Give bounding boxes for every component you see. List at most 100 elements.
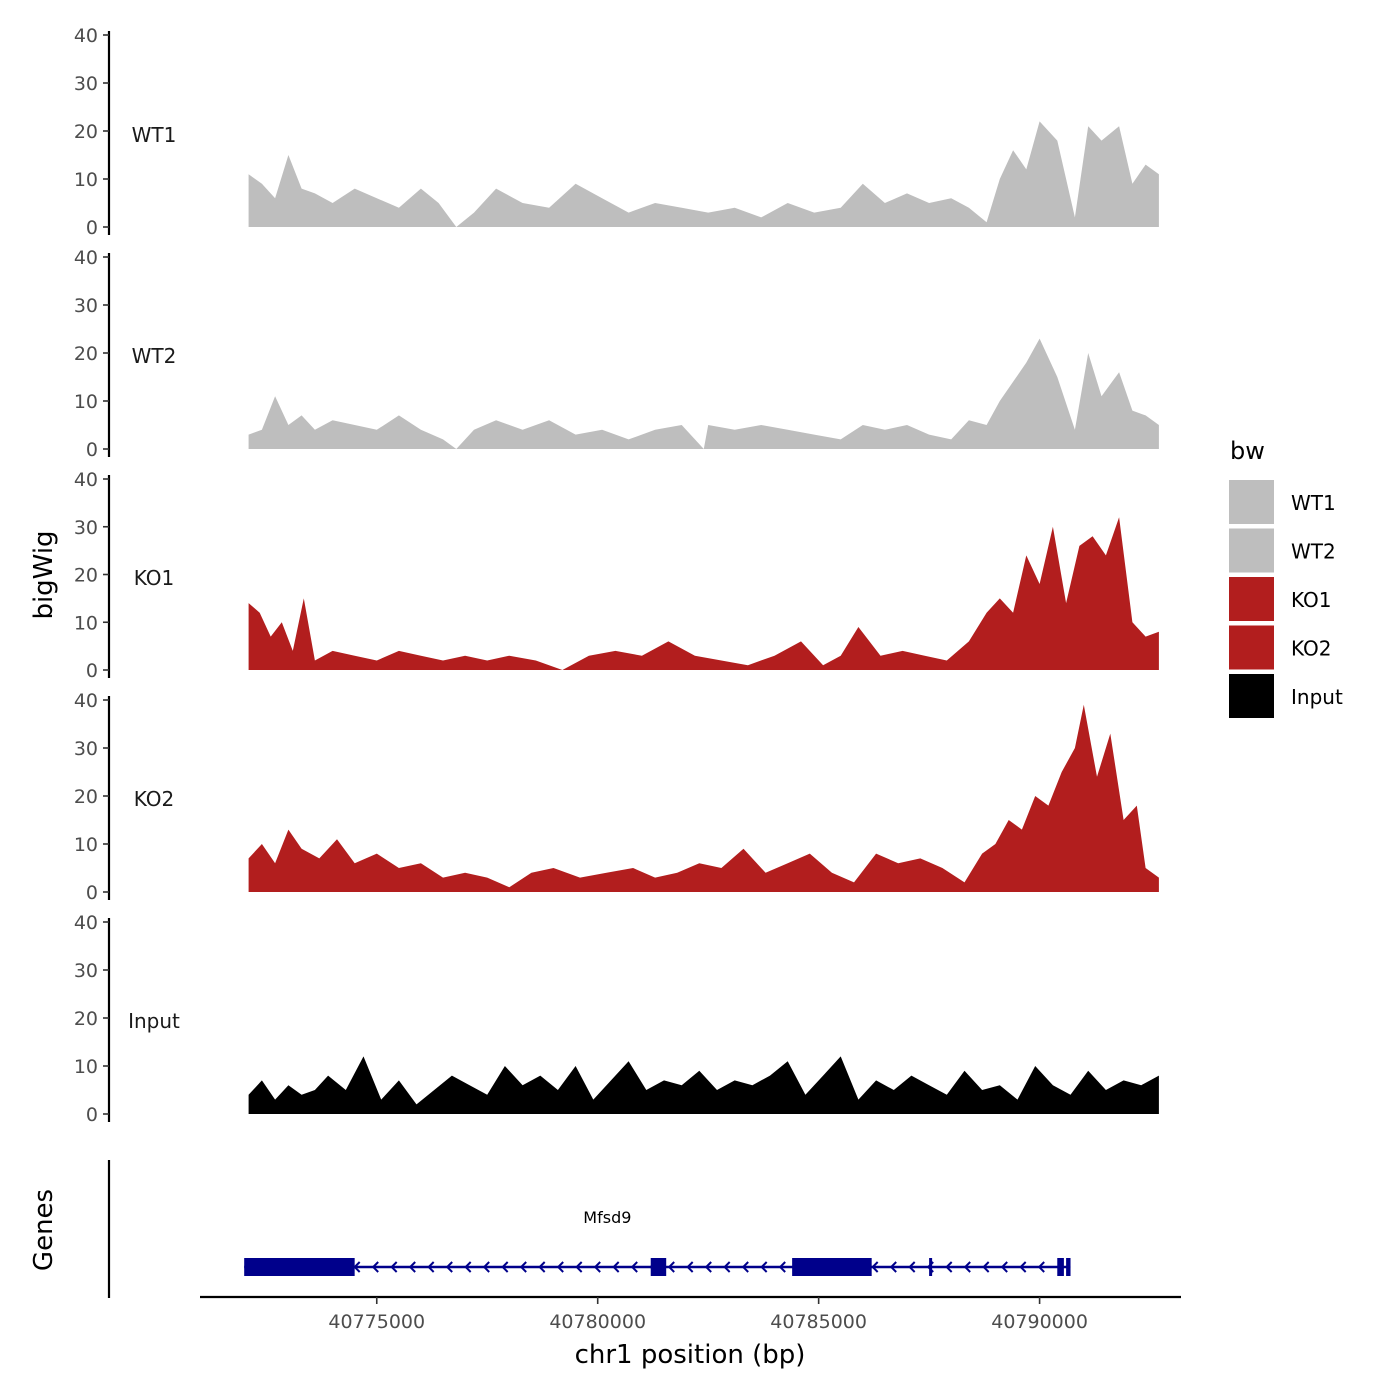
track-label: WT2	[132, 344, 177, 368]
legend-label: WT1	[1291, 491, 1336, 515]
strand-arrow	[445, 1261, 453, 1273]
y-tick-label: 30	[74, 295, 98, 317]
y-tick-label: 20	[74, 786, 98, 808]
legend-entry-input: Input	[1229, 674, 1343, 718]
legend: bw WT1 WT2 KO1 KO2 Input	[1229, 437, 1343, 718]
gene-exon	[1057, 1258, 1064, 1276]
y-tick-label: 0	[86, 439, 98, 461]
legend-swatch	[1229, 480, 1274, 524]
y-tick-label: 10	[74, 612, 98, 634]
y-tick-label: 40	[74, 912, 98, 934]
y-tick-label: 10	[74, 1056, 98, 1078]
track-ko2: 0 10 20 30 40 KO2	[74, 690, 1159, 904]
genes-axis-title: Genes	[29, 1189, 59, 1271]
track-label: KO2	[134, 787, 175, 811]
series-area-ko2	[248, 704, 1159, 892]
legend-label: Input	[1291, 685, 1343, 709]
legend-entries: WT1 WT2 KO1 KO2 Input	[1229, 480, 1343, 718]
y-tick-label: 0	[86, 882, 98, 904]
y-tick-label: 20	[74, 565, 98, 587]
y-tick-label: 10	[74, 169, 98, 191]
y-tick-label: 10	[74, 834, 98, 856]
x-axis-title: chr1 position (bp)	[575, 1340, 806, 1370]
strand-arrow	[501, 1261, 509, 1273]
gene-mfsd9: Mfsd9	[244, 1208, 1071, 1276]
strand-arrow	[908, 1261, 916, 1273]
y-tick-label: 20	[74, 343, 98, 365]
strand-arrow	[723, 1261, 731, 1273]
legend-entry-ko1: KO1	[1229, 577, 1332, 621]
strand-arrow	[686, 1261, 694, 1273]
y-tick-label: 30	[74, 73, 98, 95]
strand-arrow	[871, 1261, 879, 1273]
legend-label: WT2	[1291, 540, 1336, 564]
strand-arrow	[575, 1261, 583, 1273]
strand-arrow	[704, 1261, 712, 1273]
track-ko1: 0 10 20 30 40 KO1	[74, 469, 1159, 682]
y-tick-label: 40	[74, 25, 98, 47]
y-tick-label: 40	[74, 469, 98, 491]
y-tick-label: 0	[86, 660, 98, 682]
x-tick-label: 40790000	[991, 1311, 1088, 1333]
legend-swatch	[1229, 577, 1274, 621]
track-label: Input	[128, 1009, 180, 1033]
series-area-input	[248, 1056, 1159, 1114]
y-tick-label: 30	[74, 960, 98, 982]
strand-arrow	[593, 1261, 601, 1273]
strand-arrow	[408, 1261, 416, 1273]
strand-arrow	[556, 1261, 564, 1273]
y-tick-label: 30	[74, 517, 98, 539]
strand-arrow	[982, 1261, 990, 1273]
legend-entry-wt2: WT2	[1229, 528, 1336, 573]
legend-label: KO2	[1291, 637, 1332, 661]
strand-arrow	[945, 1261, 953, 1273]
strand-arrow	[538, 1261, 546, 1273]
x-tick-label: 40780000	[549, 1311, 646, 1333]
series-area-wt1	[248, 121, 1159, 227]
x-tick-label: 40775000	[328, 1311, 425, 1333]
strand-arrow	[667, 1261, 675, 1273]
track-wt1: 0 10 20 30 40 WT1	[74, 25, 1159, 239]
legend-swatch	[1229, 674, 1274, 718]
strand-arrow	[464, 1261, 472, 1273]
track-label: KO1	[134, 566, 175, 590]
y-axis-title: bigWig	[29, 530, 59, 619]
strand-arrow	[519, 1261, 527, 1273]
gene-exon	[792, 1258, 872, 1276]
gene-name-label: Mfsd9	[583, 1208, 631, 1227]
strand-arrow	[390, 1261, 398, 1273]
track-label: WT1	[132, 123, 177, 147]
x-tick-label: 40785000	[770, 1311, 867, 1333]
legend-swatch	[1229, 528, 1274, 573]
strand-arrow	[778, 1261, 786, 1273]
strand-arrow	[1019, 1261, 1027, 1273]
y-tick-label: 20	[74, 1008, 98, 1030]
track-wt2: 0 10 20 30 40 WT2	[74, 247, 1159, 461]
strand-arrow	[427, 1261, 435, 1273]
strand-arrow	[1037, 1261, 1045, 1273]
x-axis: 40775000 40780000 40785000 40790000	[200, 1295, 1181, 1333]
strand-arrow	[889, 1261, 897, 1273]
y-tick-label: 40	[74, 247, 98, 269]
strand-arrow	[963, 1261, 971, 1273]
series-area-wt2	[248, 338, 1159, 449]
track-input: 0 10 20 30 40 Input	[74, 912, 1159, 1126]
legend-entry-wt1: WT1	[1229, 480, 1336, 524]
strand-arrow	[371, 1261, 379, 1273]
y-tick-label: 20	[74, 121, 98, 143]
strand-arrow	[353, 1261, 361, 1273]
strand-arrow	[482, 1261, 490, 1273]
legend-label: KO1	[1291, 588, 1332, 612]
y-tick-label: 10	[74, 391, 98, 413]
legend-title: bw	[1230, 437, 1265, 465]
y-tick-label: 30	[74, 738, 98, 760]
strand-arrow	[612, 1261, 620, 1273]
tracks-layer: 0 10 20 30 40 WT1 0 10 20 30 40 WT2 0 10 20 30 40 KO1 0 10 2…	[74, 25, 1159, 1126]
y-tick-label: 40	[74, 690, 98, 712]
gene-exon	[929, 1258, 933, 1276]
series-area-ko1	[248, 517, 1159, 670]
legend-swatch	[1229, 625, 1274, 670]
legend-entry-ko2: KO2	[1229, 625, 1332, 670]
y-tick-label: 0	[86, 1104, 98, 1126]
